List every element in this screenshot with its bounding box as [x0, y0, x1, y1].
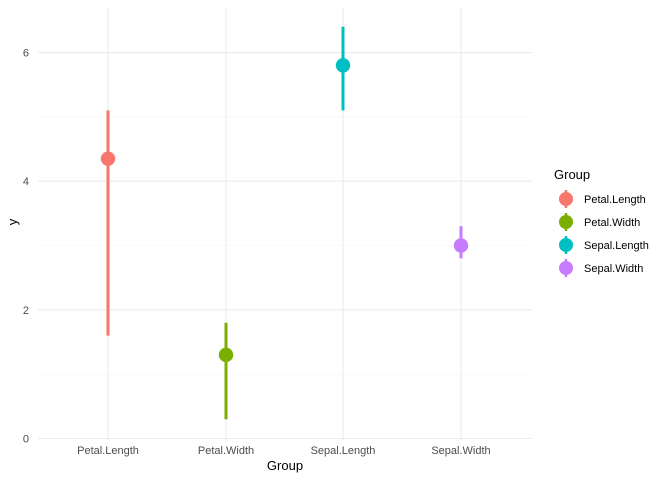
x-tick-label: Sepal.Length	[311, 445, 376, 457]
legend-label: Sepal.Width	[584, 263, 643, 275]
grid	[38, 8, 532, 440]
legend-label: Petal.Length	[584, 194, 646, 206]
legend-entry: Petal.Length	[559, 190, 646, 208]
legend-entry: Petal.Width	[559, 213, 640, 231]
legend-title: Group	[554, 167, 590, 182]
x-axis-ticks: Petal.Length Petal.Width Sepal.Length Sepal…	[77, 445, 491, 457]
legend-key-point	[559, 238, 573, 252]
legend-entry: Sepal.Length	[559, 236, 649, 254]
x-axis-title: Group	[267, 458, 303, 473]
x-tick-label: Sepal.Width	[431, 445, 490, 457]
data-point	[100, 151, 116, 166]
data-point	[453, 238, 469, 253]
legend-label: Petal.Width	[584, 217, 640, 229]
data-point	[218, 347, 234, 363]
data-marks	[100, 26, 469, 420]
legend-entries: Petal.Length Petal.Width Sepal.Length Sepal…	[559, 190, 649, 277]
x-tick-label: Petal.Width	[198, 445, 254, 457]
data-point	[335, 58, 351, 73]
x-tick-label: Petal.Length	[77, 445, 139, 457]
y-tick-label: 0	[23, 434, 29, 446]
legend-key-point	[559, 215, 573, 229]
y-axis-ticks: 0 2 4 6	[23, 48, 29, 446]
legend: Group Petal.Length Petal.Width Sepal.Lengt…	[554, 167, 649, 277]
y-tick-label: 6	[23, 48, 29, 60]
legend-label: Sepal.Length	[584, 240, 649, 252]
legend-key-point	[559, 261, 573, 275]
y-tick-label: 4	[23, 176, 29, 188]
y-tick-label: 2	[23, 305, 29, 317]
y-axis-title: y	[5, 218, 20, 225]
legend-entry: Sepal.Width	[559, 259, 643, 277]
legend-key-point	[559, 192, 573, 206]
